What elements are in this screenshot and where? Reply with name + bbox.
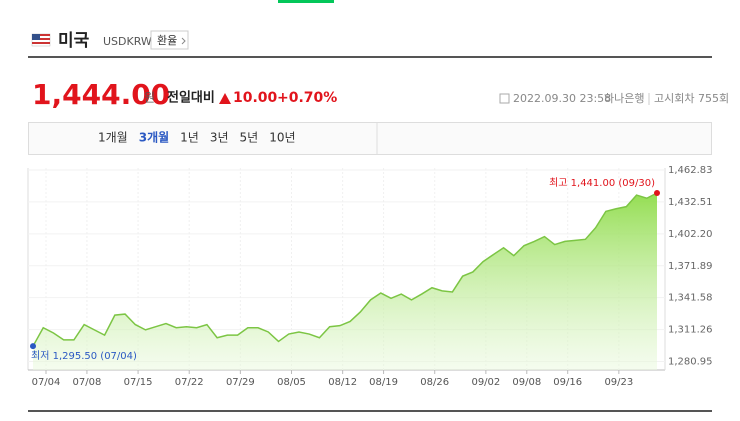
country: 미국 <box>58 31 90 51</box>
x-tick-label: 07/15 <box>124 377 153 388</box>
x-tick-label: 08/05 <box>277 377 306 388</box>
divider <box>28 56 712 58</box>
tab[interactable]: 3개월 <box>139 130 169 145</box>
meta-icon <box>499 93 510 104</box>
y-tick-label: 1,462.83 <box>668 165 713 176</box>
x-tick-label: 09/23 <box>604 377 633 388</box>
tab[interactable]: 3년 <box>210 131 229 145</box>
chevron <box>181 37 186 45</box>
bottom-divider <box>28 410 712 412</box>
min-point <box>30 343 36 350</box>
rate-button-label[interactable]: 환율 <box>157 34 177 47</box>
line <box>32 192 658 347</box>
max-label: 최고 1,441.00 (09/30) <box>549 177 655 189</box>
tab-indicator <box>278 0 334 3</box>
min-label: 최저 1,295.50 (07/04) <box>31 350 137 362</box>
x-tick-label: 09/02 <box>471 377 500 388</box>
y-tick-label: 1,371.89 <box>668 261 713 272</box>
price: 1,444.00 <box>32 78 170 111</box>
area <box>33 192 657 370</box>
change-pct: +0.70% <box>277 90 337 106</box>
x-tick-label: 09/08 <box>512 377 541 388</box>
x-tick-label: 07/04 <box>32 377 61 388</box>
y-tick-label: 1,311.26 <box>668 325 713 336</box>
x-tick-label: 08/12 <box>328 377 357 388</box>
price-unit: 원 <box>144 91 155 105</box>
change: 10.00 <box>233 90 278 106</box>
tab-bar <box>28 122 712 155</box>
x-tick-label: 07/22 <box>175 377 204 388</box>
y-tick-label: 1,341.58 <box>668 293 713 304</box>
x-tick-label: 08/26 <box>420 377 449 388</box>
y-tick-label: 1,402.20 <box>668 229 713 240</box>
up-arrow <box>219 93 231 104</box>
bank: 하나은행 <box>604 91 644 105</box>
tab[interactable]: 1년 <box>180 131 199 145</box>
change-label: 전일대비 <box>167 90 215 106</box>
tab[interactable]: 5년 <box>240 131 259 145</box>
y-tick-label: 1,280.95 <box>668 357 713 368</box>
rate-button[interactable] <box>150 30 189 50</box>
x-tick-label: 07/29 <box>226 377 255 388</box>
max-point <box>654 189 660 196</box>
tab[interactable]: 1개월 <box>98 131 128 145</box>
datetime: 2022.09.30 23:58 <box>513 92 611 105</box>
code: USDKRW <box>103 35 152 48</box>
x-tick-label: 07/08 <box>73 377 102 388</box>
round: 고시회차 755회 <box>654 92 729 105</box>
flag <box>31 33 51 47</box>
x-tick-label: 09/16 <box>553 377 582 388</box>
y-tick-label: 1,432.51 <box>668 197 713 208</box>
x-tick-label: 08/19 <box>369 377 398 388</box>
tab[interactable]: 10년 <box>269 131 295 145</box>
